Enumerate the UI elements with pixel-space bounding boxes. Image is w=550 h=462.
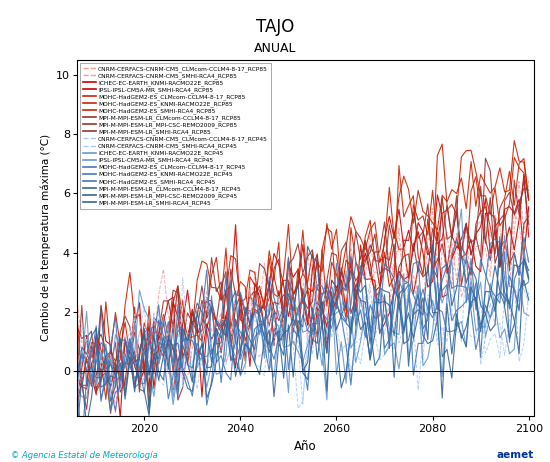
Text: TAJO: TAJO xyxy=(256,18,294,36)
Legend: CNRM-CERFACS-CNRM-CM5_CLMcom-CCLM4-8-17_RCP85, CNRM-CERFACS-CNRM-CM5_SMHI-RCA4_R: CNRM-CERFACS-CNRM-CM5_CLMcom-CCLM4-8-17_… xyxy=(80,63,271,209)
Text: © Agencia Estatal de Meteorología: © Agencia Estatal de Meteorología xyxy=(11,451,158,460)
X-axis label: Año: Año xyxy=(294,440,317,453)
Text: ANUAL: ANUAL xyxy=(254,42,296,55)
Y-axis label: Cambio de la temperatura máxima (°C): Cambio de la temperatura máxima (°C) xyxy=(40,134,51,341)
Text: aemet: aemet xyxy=(496,450,534,460)
